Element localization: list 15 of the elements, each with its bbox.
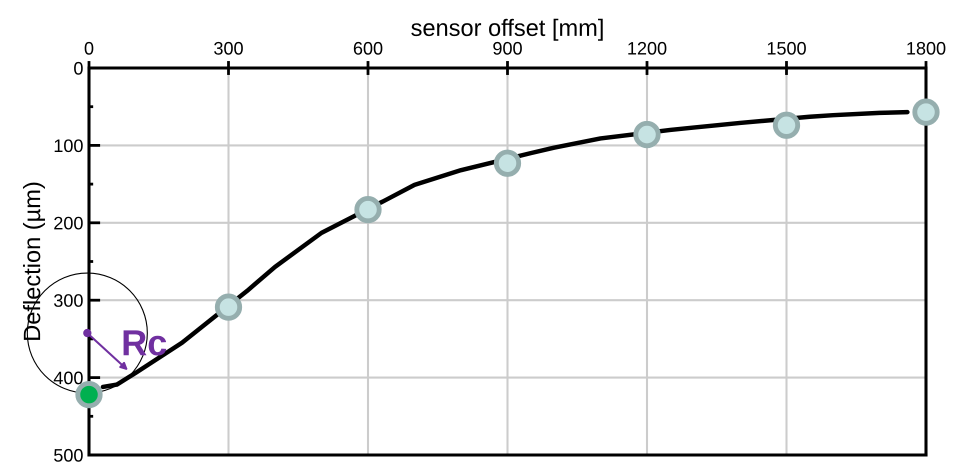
x-tick-label: 1500	[768, 42, 806, 55]
y-tick-label: 200	[54, 216, 83, 230]
x-tick-label: 300	[214, 42, 243, 55]
x-tick-label: 900	[493, 42, 522, 55]
x-tick-label: 1800	[907, 42, 946, 55]
x-tick-label: 0	[84, 42, 94, 55]
y-tick-label: 300	[54, 294, 83, 307]
x-tick-label: 1200	[628, 42, 666, 55]
y-tick-label: 0	[74, 62, 83, 75]
y-tick-label: 500	[54, 448, 83, 462]
y-tick-label: 100	[54, 139, 83, 152]
x-tick-label: 600	[354, 42, 382, 55]
x-axis-title: sensor offset [mm]	[411, 18, 603, 41]
y-axis-title: Deflection (µm)	[22, 182, 45, 340]
y-tick-label: 400	[54, 372, 83, 384]
